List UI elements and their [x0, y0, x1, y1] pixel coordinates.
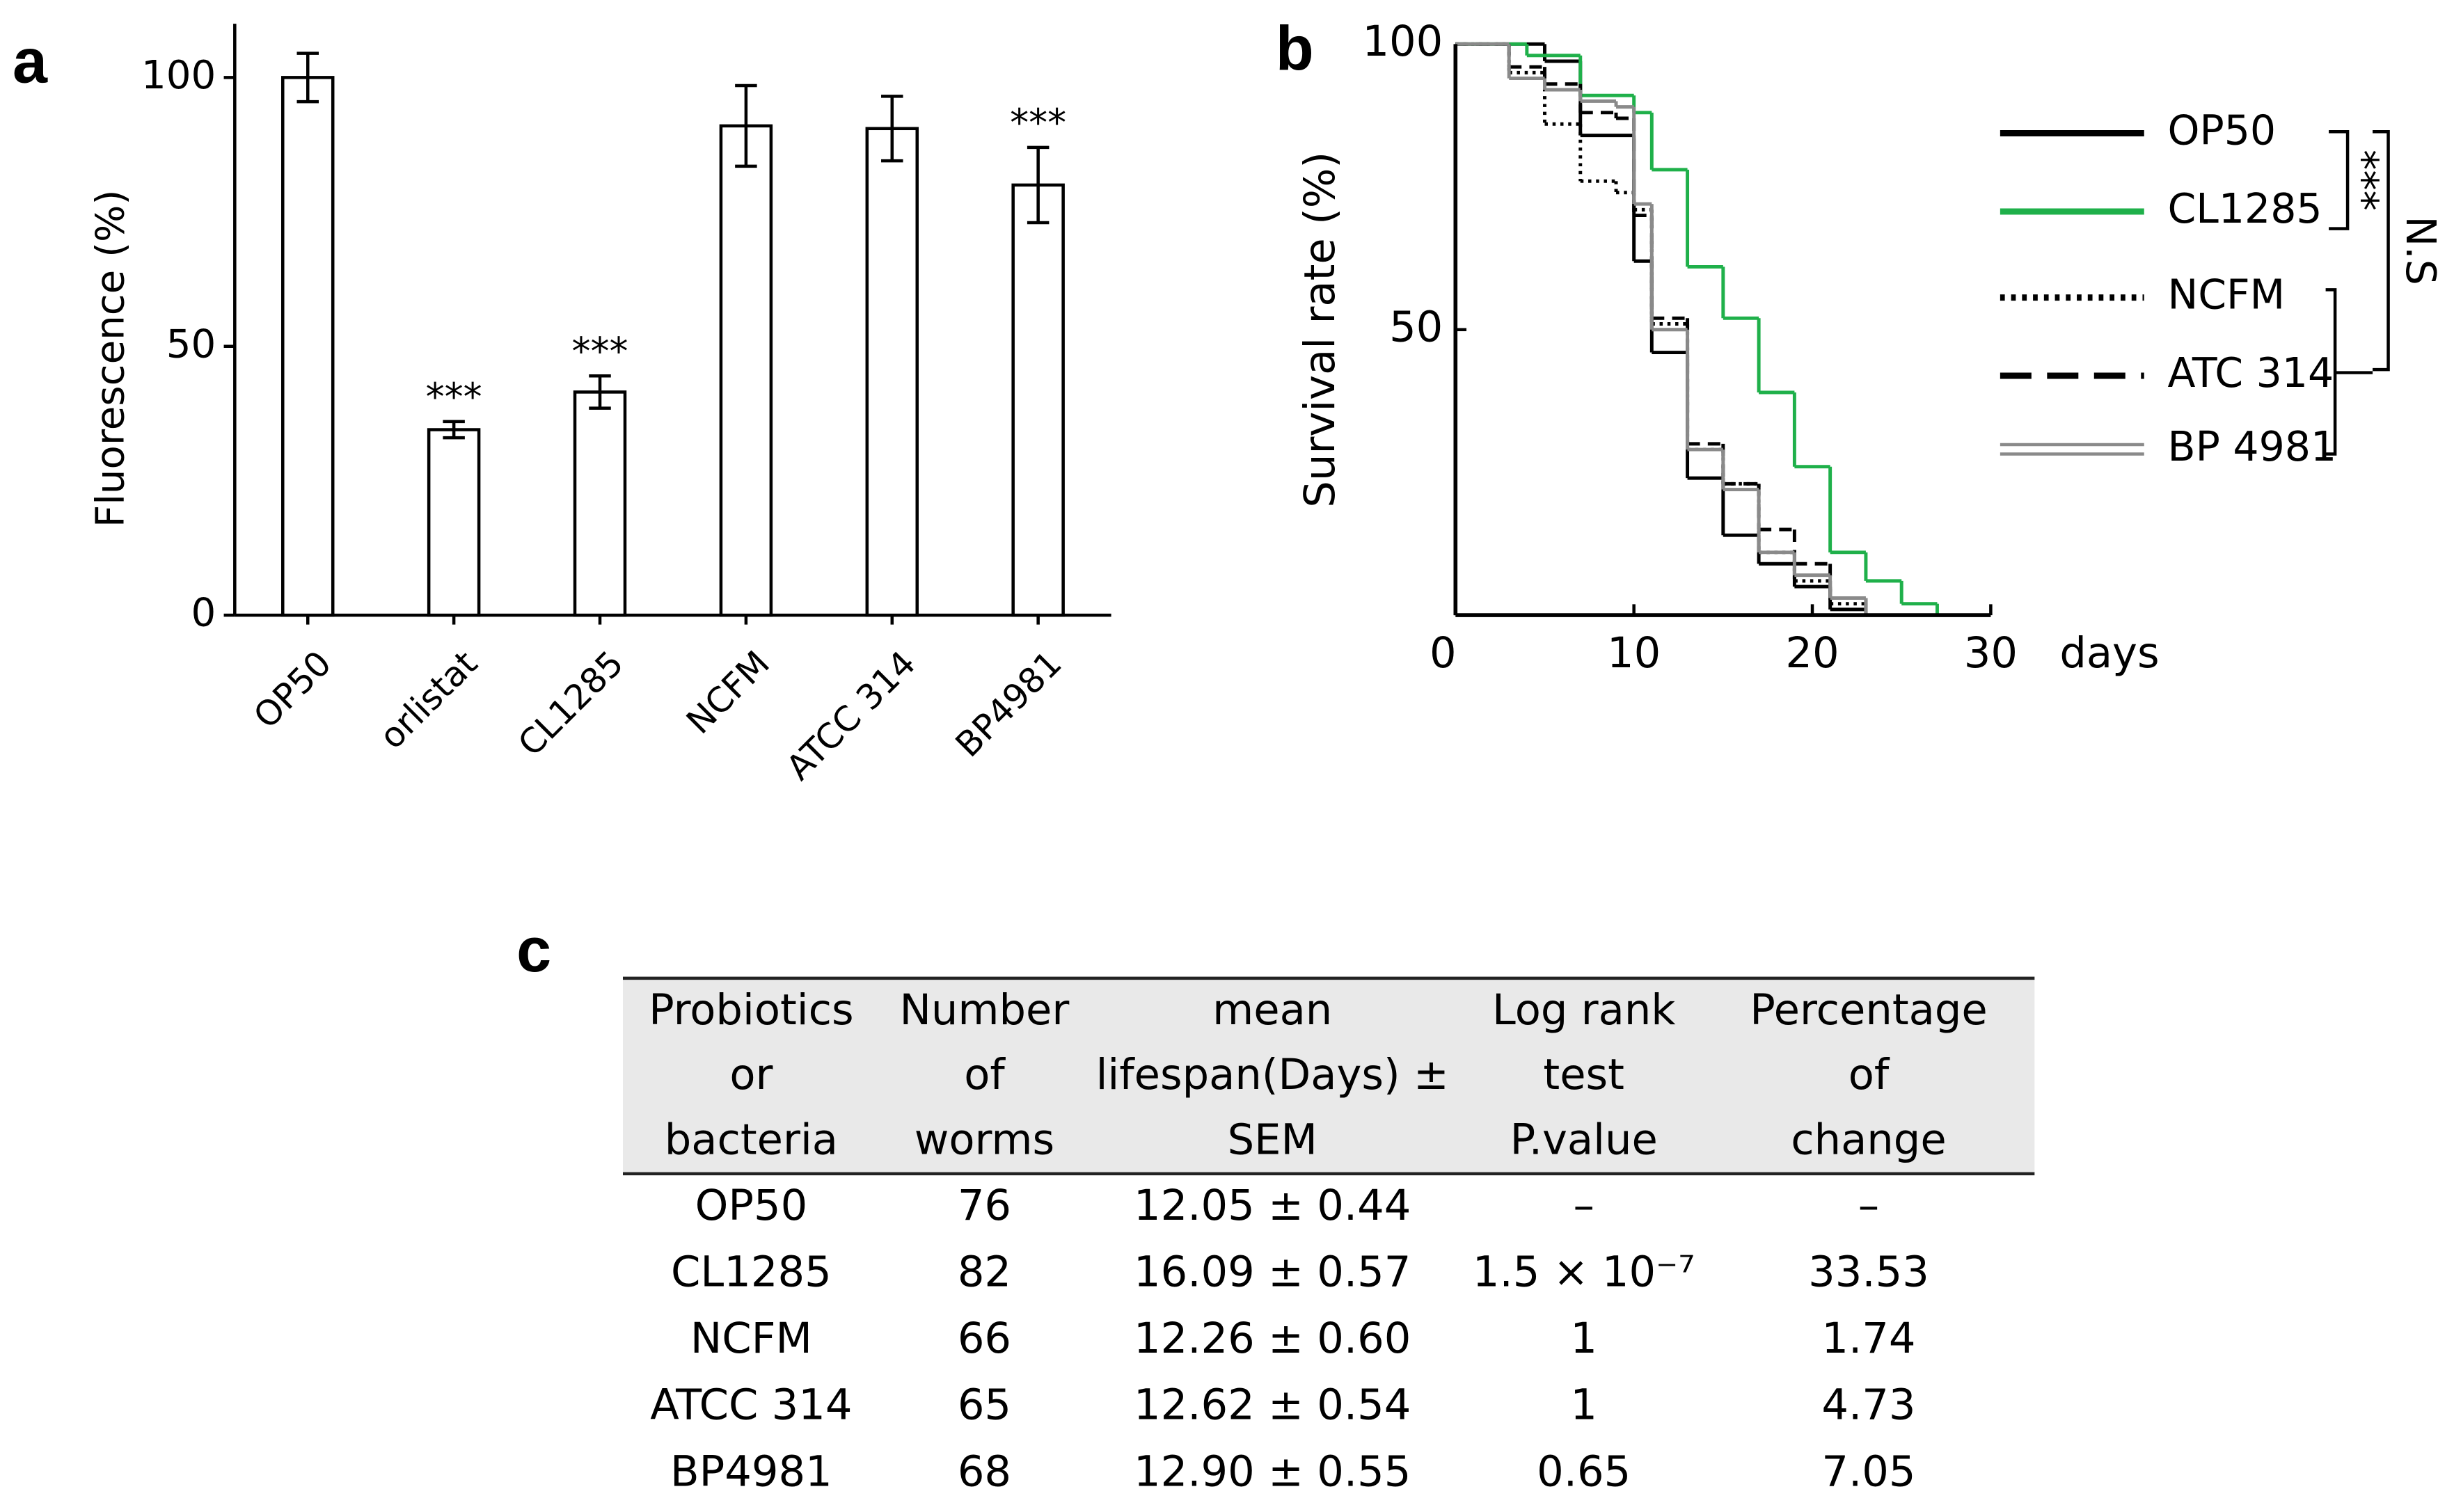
table-cell: 33.53 — [1808, 1248, 1929, 1297]
table-cell: 7.05 — [1821, 1447, 1915, 1496]
table-cell: 1.74 — [1821, 1314, 1915, 1363]
bar — [865, 127, 919, 617]
x-tick-label: BP4981 — [948, 643, 1070, 765]
table-cell: 12.62 ± 0.54 — [1134, 1381, 1411, 1430]
error-bar — [296, 51, 319, 104]
table-cell: NCFM — [690, 1314, 812, 1363]
table-cell: 76 — [958, 1181, 1011, 1230]
table-header: Log rank — [1492, 986, 1676, 1035]
error-bar — [443, 420, 465, 440]
error-bar — [881, 95, 903, 163]
y-tick-label: 100 — [1362, 17, 1443, 66]
table-header: or — [729, 1051, 773, 1099]
x-tick-label: 10 — [1607, 629, 1661, 678]
legend-label: NCFM — [2167, 271, 2285, 319]
table-header: worms — [915, 1116, 1054, 1165]
significance-label: *** — [572, 329, 628, 373]
table-header: change — [1791, 1116, 1946, 1165]
annotation: *** — [2339, 150, 2386, 211]
table-header: Probiotics — [649, 986, 854, 1035]
table-cell: 0.65 — [1537, 1447, 1631, 1496]
table-header: of — [964, 1051, 1006, 1099]
y-tick-label: 50 — [166, 321, 216, 367]
x-tick-label: 0 — [1430, 629, 1457, 678]
panel-label: c — [516, 916, 551, 985]
legend-label: OP50 — [2167, 107, 2276, 154]
table-cell: – — [1574, 1181, 1594, 1230]
y-axis-label: Fluorescence (%) — [88, 190, 134, 527]
bar — [1011, 183, 1065, 617]
significance-label: *** — [1010, 101, 1066, 145]
table-header: test — [1543, 1051, 1624, 1099]
x-tick-label: orlistat — [372, 643, 485, 756]
x-axis-label: days — [2059, 629, 2159, 678]
bar — [573, 390, 627, 617]
x-tick-label: NCFM — [679, 643, 777, 742]
table-cell: 82 — [958, 1248, 1011, 1297]
table-cell: BP4981 — [670, 1447, 832, 1496]
error-bar — [589, 374, 611, 410]
error-bar — [1027, 145, 1050, 225]
bar — [719, 124, 773, 617]
table-header: Percentage — [1750, 986, 1987, 1035]
table-cell: ATCC 314 — [650, 1381, 852, 1430]
x-tick-label: 30 — [1964, 629, 2018, 678]
table-header-bg — [622, 978, 2035, 1174]
x-tick-label: OP50 — [246, 643, 339, 736]
bar — [427, 428, 481, 617]
table-cell: OP50 — [695, 1181, 808, 1230]
legend-label: ATC 314 — [2167, 349, 2334, 397]
table-cell: 4.73 — [1821, 1381, 1915, 1430]
error-bar — [735, 83, 757, 168]
table-header: bacteria — [665, 1116, 838, 1165]
table-cell: 1.5 × 10⁻⁷ — [1473, 1248, 1695, 1297]
table-cell: 16.09 ± 0.57 — [1134, 1248, 1411, 1297]
table-header: Number — [900, 986, 1070, 1035]
table-cell: 68 — [958, 1447, 1011, 1496]
table-cell: – — [1858, 1181, 1879, 1230]
table-header: P.value — [1510, 1116, 1658, 1165]
y-tick-label: 0 — [191, 591, 216, 636]
table-cell: 1 — [1570, 1314, 1597, 1363]
table-header: of — [1849, 1051, 1890, 1099]
table-cell: 1 — [1570, 1381, 1597, 1430]
table-cell: CL1285 — [671, 1248, 832, 1297]
bar — [281, 76, 335, 617]
table-cell: 65 — [958, 1381, 1011, 1430]
legend-label: BP 4981 — [2167, 423, 2336, 470]
table-cell: 12.05 ± 0.44 — [1134, 1181, 1411, 1230]
bracket — [2329, 130, 2350, 230]
x-tick-label: CL1285 — [510, 643, 631, 764]
table-cell: 12.90 ± 0.55 — [1134, 1447, 1411, 1496]
x-tick-label: 20 — [1785, 629, 1839, 678]
x-tick-label: ATCC 314 — [779, 643, 924, 788]
panel-label: b — [1276, 15, 1314, 84]
legend-label: CL1285 — [2167, 185, 2322, 232]
table-header: mean — [1212, 986, 1332, 1035]
y-tick-label: 50 — [1389, 303, 1443, 351]
y-tick-label: 100 — [141, 53, 216, 98]
table-header: lifespan(Days) ± — [1096, 1051, 1449, 1099]
panel-label: a — [13, 27, 48, 97]
significance-label: *** — [426, 375, 482, 419]
y-axis-label: Survival rate (%) — [1296, 152, 1345, 508]
bracket — [2373, 130, 2390, 372]
table-cell: 12.26 ± 0.60 — [1134, 1314, 1411, 1363]
annotation: N.S — [2397, 216, 2444, 285]
table-cell: 66 — [958, 1314, 1011, 1363]
table-header: SEM — [1228, 1116, 1317, 1165]
